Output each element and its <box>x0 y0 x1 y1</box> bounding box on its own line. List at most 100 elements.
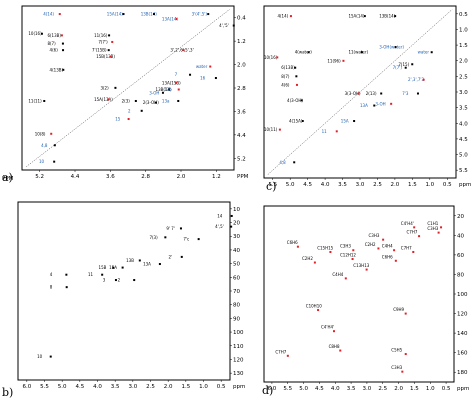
cross-peak <box>112 266 115 269</box>
cross-peak <box>65 273 68 276</box>
y-tick-label: 4.0 <box>459 121 468 127</box>
peak-label: C12H12 <box>340 253 356 258</box>
y-tick-label: 2.0 <box>459 59 468 65</box>
cross-peak <box>422 78 425 81</box>
peak-label: 3(2) <box>100 85 109 90</box>
y-tick-label: 20 <box>457 214 464 220</box>
cross-peak <box>65 286 68 289</box>
peak-label: 14 <box>217 213 223 218</box>
peak-label: water <box>196 64 208 69</box>
peak-label: C9H9 <box>393 307 404 312</box>
x-tick-label: 3.0 <box>128 384 137 390</box>
peak-label: 13a <box>162 98 170 103</box>
peak-label: 10(11) <box>264 127 278 132</box>
peak-label: 6(13B) <box>47 33 61 38</box>
cross-peak <box>58 13 61 16</box>
cross-peak <box>138 259 141 262</box>
cross-peak <box>351 258 354 261</box>
y-axis-unit: ppm <box>459 182 471 188</box>
cross-peak <box>430 51 433 54</box>
peak-label: 3 <box>103 278 106 283</box>
peak-label: 4(13B) <box>50 67 64 72</box>
panel-b-frame <box>17 201 231 381</box>
cross-peak <box>232 24 235 27</box>
peak-label: 13B(14) <box>156 87 172 92</box>
cross-peak <box>154 101 157 104</box>
cross-peak <box>437 231 440 234</box>
cross-peak <box>127 118 130 121</box>
peak-label: C2H2 <box>302 256 313 261</box>
peak-label: 11(16) <box>94 33 108 38</box>
peak-label: 9' 7' <box>166 226 175 231</box>
x-tick-label: 0.5 <box>217 384 226 390</box>
peak-label: 10(16) <box>28 31 42 36</box>
peak-label: 3',2',6',5',3' <box>170 48 193 53</box>
peak-label: C4H4 <box>332 272 343 277</box>
y-tick-label: 100 <box>457 292 468 298</box>
cross-peak <box>394 15 397 18</box>
peak-label: 8(7) <box>47 41 56 46</box>
x-tick-label: 3.0 <box>356 182 365 188</box>
y-tick-label: 3.0 <box>459 90 468 96</box>
peak-label: 11(11) <box>28 98 42 103</box>
cross-peak <box>382 238 385 241</box>
peak-label: 4',5' <box>215 224 224 229</box>
peak-label: C6H6 <box>287 240 298 245</box>
cross-peak <box>373 104 376 107</box>
cross-peak <box>293 161 296 164</box>
peak-label: 15A <box>341 119 349 124</box>
x-tick-label: 5.0 <box>299 386 308 392</box>
x-tick-label: 2.5 <box>373 182 382 188</box>
peak-label: 13A(14) <box>162 16 178 21</box>
y-tick-label: 10 <box>233 207 240 213</box>
cross-peak <box>276 56 279 59</box>
peak-label: C3H3 <box>369 233 380 238</box>
peak-label: 7(3) <box>149 235 158 240</box>
cross-peak <box>394 46 397 49</box>
peak-label: 15A <box>109 265 117 270</box>
peak-label: 13B(14) <box>141 12 157 17</box>
peak-label: 4(3-OH) <box>287 98 303 103</box>
y-axis-unit: ppm <box>457 386 469 392</box>
y-tick-label: 0.5 <box>459 12 468 18</box>
cross-peak <box>214 77 217 80</box>
cross-peak <box>342 59 345 62</box>
peak-label: C1H1 <box>427 221 438 226</box>
cross-peak <box>332 330 335 333</box>
x-tick-label: 3.5 <box>111 384 120 390</box>
cross-peak <box>300 99 303 102</box>
x-tick-label: 2.0 <box>391 182 400 188</box>
cross-peak <box>286 354 289 357</box>
cross-peak <box>108 34 111 37</box>
y-tick-label: 110 <box>233 344 244 350</box>
y-tick-label: 30 <box>233 234 240 240</box>
y-tick-label: 90 <box>233 316 240 322</box>
cross-peak <box>61 42 64 45</box>
peak-label: 13B(14) <box>379 14 395 19</box>
x-tick-label: 3.5 <box>338 182 347 188</box>
cross-peak <box>114 279 117 282</box>
cross-peak <box>209 65 212 68</box>
x-tick-label: 1.5 <box>410 386 419 392</box>
panel-d-svg: 6.0 5.5 5.0 4.5 4.0 3.5 3.0 2.5 2.0 1.5 1.0 0.5 20 40… <box>262 205 469 397</box>
peak-label: 11 <box>88 272 94 277</box>
peak-label: C4'H4' <box>401 221 414 226</box>
cross-peak <box>140 109 143 112</box>
x-tick-label: 1.0 <box>425 182 434 188</box>
peak-label: 4 <box>50 272 53 277</box>
cross-peak <box>182 49 185 52</box>
peak-label: 4,8 <box>279 160 286 165</box>
x-tick-label: 5.0 <box>286 182 295 188</box>
x-tick-label: 5.2 <box>35 174 44 180</box>
x-tick-label: 5.0 <box>58 384 67 390</box>
cross-peak <box>365 268 368 271</box>
peak-label: 4(water) <box>295 50 313 55</box>
peak-label: 7(7') <box>98 39 108 44</box>
x-tick-label: 4.5 <box>75 384 84 390</box>
cross-peak <box>404 312 407 315</box>
x-tick-label: 0.5 <box>442 386 451 392</box>
cross-peak <box>50 132 53 135</box>
peak-label: 8(7) <box>281 74 290 79</box>
peak-label: 2 <box>118 278 121 283</box>
peak-label: 7 <box>175 72 178 77</box>
